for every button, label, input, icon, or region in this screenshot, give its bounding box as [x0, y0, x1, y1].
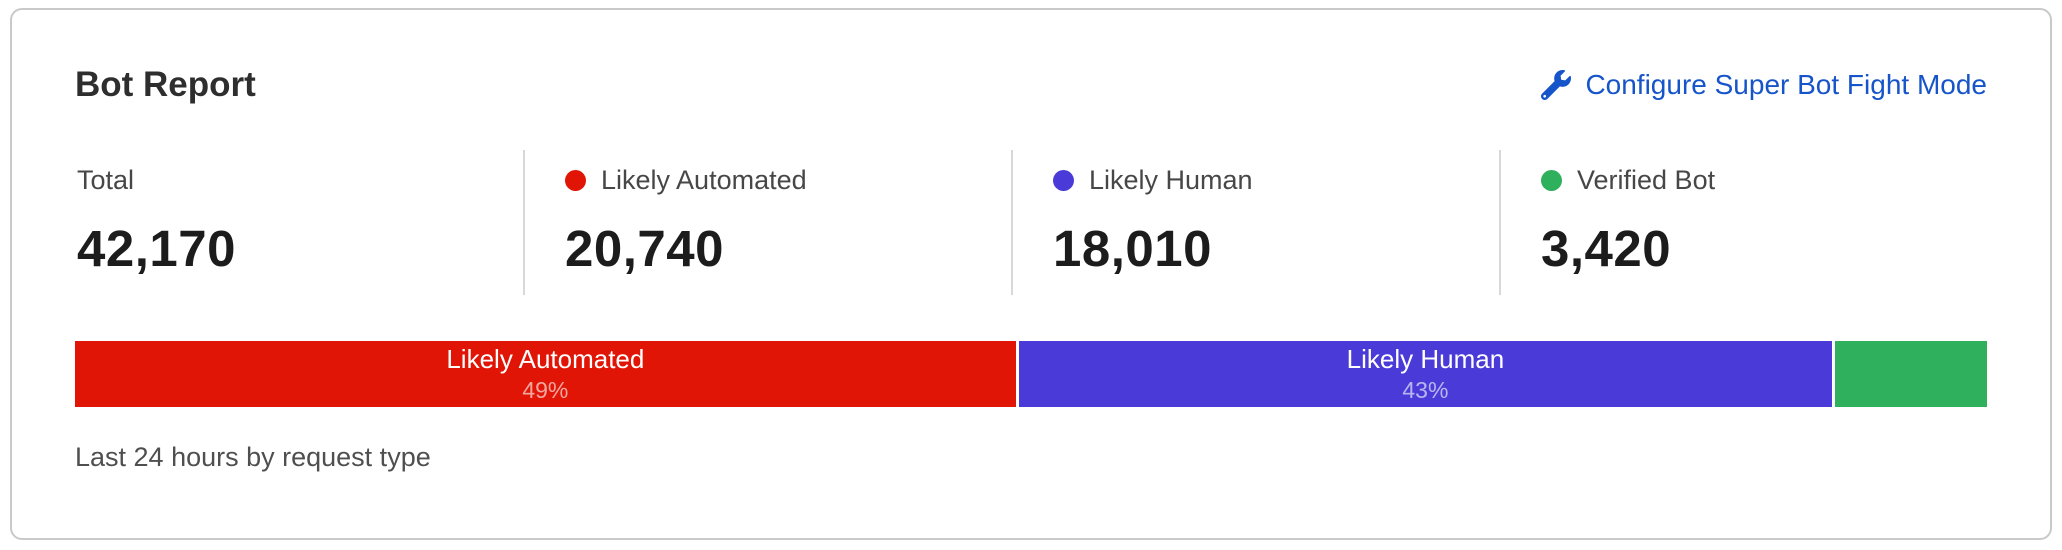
bar-segment-likely-automated: Likely Automated 49%	[75, 341, 1016, 408]
stat-verified-bot-value: 3,420	[1541, 219, 1672, 277]
stat-label: Likely Human	[1089, 165, 1253, 196]
stat-verified-bot-label-row: Verified Bot	[1541, 164, 1987, 196]
segment-percent: 49%	[522, 377, 569, 404]
configure-super-bot-fight-mode-link[interactable]: Configure Super Bot Fight Mode	[1541, 69, 1987, 101]
stat-likely-human: Likely Human 18,010	[1011, 150, 1499, 296]
stats-row: Total 42,170 Likely Automated 20,740 Lik…	[75, 150, 1987, 296]
stat-likely-human-value: 18,010	[1053, 219, 1212, 277]
page-title: Bot Report	[75, 65, 256, 104]
card-header: Bot Report Configure Super Bot Fight Mod…	[75, 65, 1987, 105]
stat-label: Total	[77, 165, 135, 196]
configure-link-label: Configure Super Bot Fight Mode	[1585, 69, 1987, 101]
stat-likely-automated: Likely Automated 20,740	[523, 150, 1011, 296]
stat-likely-human-label-row: Likely Human	[1053, 164, 1499, 196]
stat-total-value: 42,170	[77, 219, 236, 277]
bar-segment-verified-bot	[1832, 341, 1987, 408]
segment-percent: 43%	[1402, 377, 1449, 404]
stat-likely-automated-value: 20,740	[565, 219, 724, 277]
stat-likely-automated-label-row: Likely Automated	[565, 164, 1011, 196]
stat-label: Verified Bot	[1577, 165, 1716, 196]
wrench-icon	[1541, 70, 1572, 101]
request-type-stacked-bar: Likely Automated 49% Likely Human 43%	[75, 341, 1987, 408]
likely-human-dot-icon	[1053, 169, 1074, 191]
stat-total: Total 42,170	[75, 150, 523, 295]
chart-caption: Last 24 hours by request type	[75, 442, 431, 473]
bar-segment-likely-human: Likely Human 43%	[1015, 341, 1833, 408]
bot-report-card: Bot Report Configure Super Bot Fight Mod…	[10, 8, 2052, 540]
stat-total-label-row: Total	[77, 164, 523, 196]
segment-label: Likely Automated	[446, 343, 645, 374]
stat-label: Likely Automated	[601, 165, 807, 196]
segment-label: Likely Human	[1346, 343, 1505, 374]
verified-bot-dot-icon	[1541, 169, 1562, 191]
likely-automated-dot-icon	[565, 169, 586, 191]
stat-verified-bot: Verified Bot 3,420	[1499, 150, 1987, 296]
